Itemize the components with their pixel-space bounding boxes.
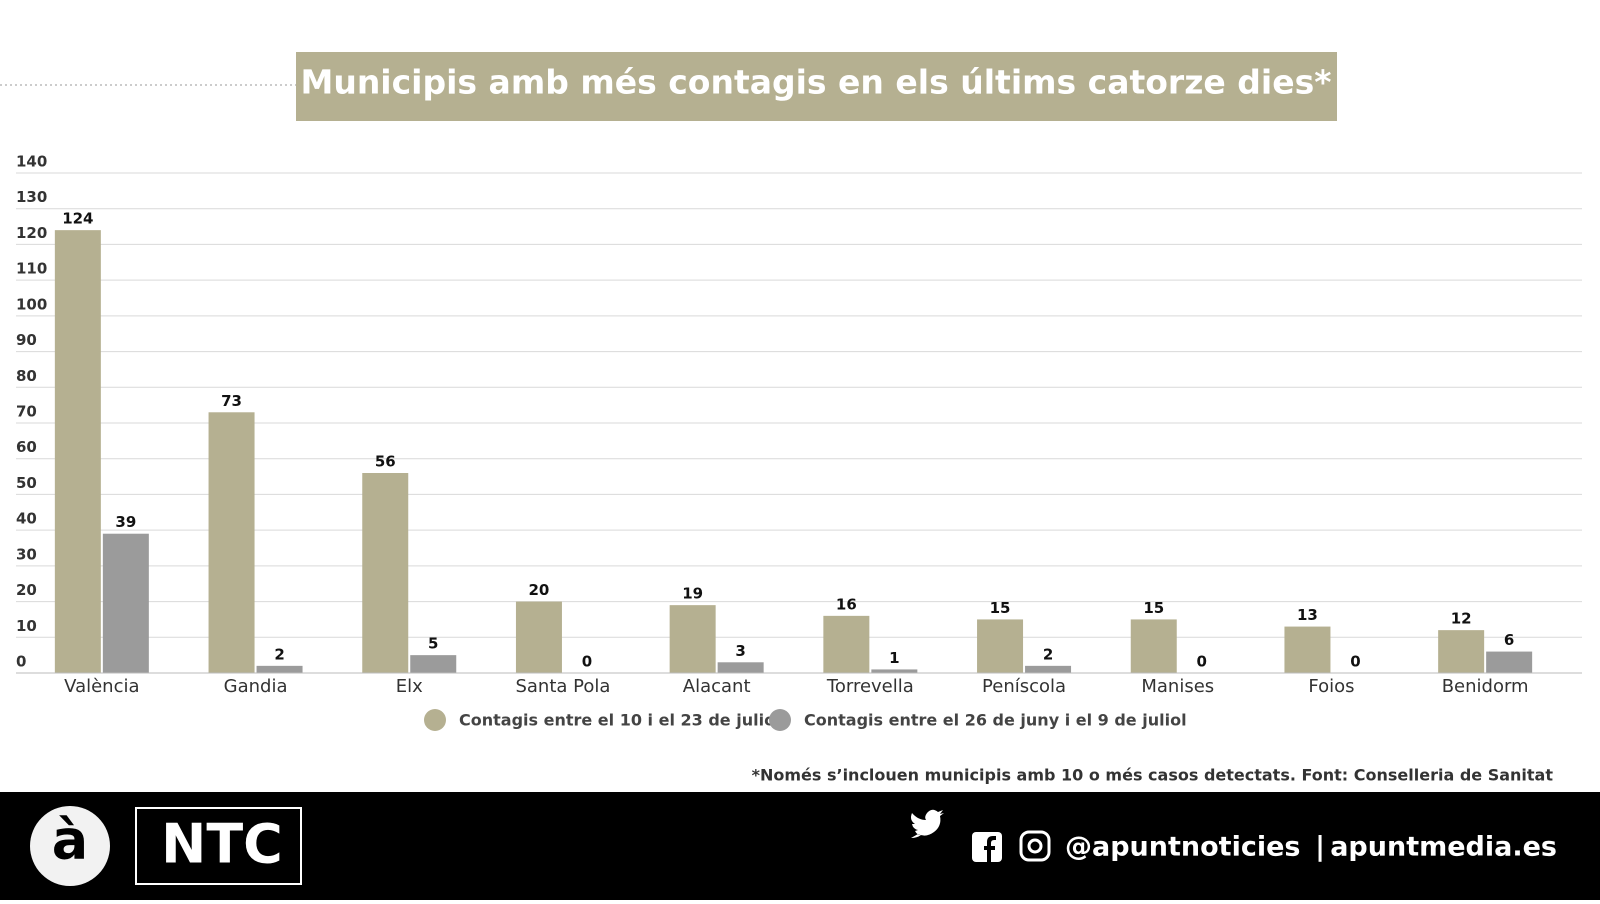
brand-text: NTC: [161, 813, 283, 876]
value-label: 20: [529, 581, 550, 599]
value-label: 2: [1043, 645, 1053, 663]
bar: [362, 473, 409, 673]
bar: [410, 655, 457, 673]
value-label: 5: [428, 635, 438, 653]
bar: [717, 662, 764, 673]
value-label: 0: [582, 653, 592, 671]
bar: [1284, 626, 1331, 673]
x-tick-label: València: [64, 676, 139, 697]
logo-text: à: [52, 809, 88, 872]
title-box: [296, 52, 1337, 121]
y-tick-label: 70: [16, 403, 37, 421]
y-tick-label: 10: [16, 617, 37, 635]
value-label: 16: [836, 595, 857, 613]
y-tick-label: 0: [16, 653, 26, 671]
y-tick-label: 40: [16, 510, 37, 528]
value-label: 0: [1350, 653, 1360, 671]
footnote: *Només s’inclouen municipis amb 10 o més…: [752, 766, 1554, 785]
x-tick-label: Santa Pola: [515, 676, 610, 697]
handle: @apuntnoticies: [1065, 832, 1300, 863]
bar: [1438, 630, 1485, 673]
twitter-icon: [911, 809, 944, 838]
legend-label: Contagis entre el 26 de juny i el 9 de j…: [804, 711, 1187, 730]
legend-swatch: [424, 709, 446, 731]
bar: [1486, 651, 1533, 673]
bar: [871, 669, 918, 673]
logo-circle: [30, 806, 110, 886]
value-label: 56: [375, 453, 396, 471]
y-tick-label: 140: [16, 153, 47, 171]
chart-title: Municipis amb més contagis en els últims…: [300, 63, 1331, 102]
website: apuntmedia.es: [1330, 832, 1557, 863]
value-label: 6: [1504, 631, 1514, 649]
x-tick-label: Alacant: [683, 676, 751, 697]
value-label: 73: [221, 392, 242, 410]
value-label: 19: [682, 585, 703, 603]
legend-label: Contagis entre el 10 i el 23 de juliol: [459, 711, 781, 730]
y-tick-label: 100: [16, 295, 47, 313]
bar: [256, 665, 303, 673]
instagram-icon: [1019, 830, 1051, 862]
bar: [515, 601, 562, 673]
bar: [823, 615, 870, 673]
bar: [669, 605, 716, 673]
y-tick-label: 130: [16, 188, 47, 206]
legend-swatch: [769, 709, 791, 731]
value-label: 12: [1451, 610, 1472, 628]
y-tick-label: 20: [16, 581, 37, 599]
value-label: 2: [274, 645, 284, 663]
x-tick-label: Manises: [1141, 676, 1214, 697]
value-label: 13: [1297, 606, 1318, 624]
y-tick-label: 120: [16, 224, 47, 242]
y-tick-label: 60: [16, 438, 37, 456]
separator: |: [1315, 832, 1325, 863]
x-tick-label: Benidorm: [1442, 676, 1529, 697]
instagram-lens: [1027, 838, 1043, 854]
bar: [1025, 665, 1072, 673]
y-tick-label: 110: [16, 260, 47, 278]
x-tick-label: Foios: [1308, 676, 1354, 697]
bar: [1130, 619, 1177, 673]
value-label: 124: [62, 210, 93, 228]
bar: [54, 230, 101, 673]
x-tick-label: Torrevella: [826, 676, 914, 697]
value-label: 15: [990, 599, 1011, 617]
brand-box: [135, 807, 302, 885]
y-tick-label: 80: [16, 367, 37, 385]
x-tick-label: Gandia: [224, 676, 288, 697]
x-tick-label: Peníscola: [982, 676, 1066, 697]
y-tick-label: 90: [16, 331, 37, 349]
value-label: 15: [1143, 599, 1164, 617]
bar: [977, 619, 1024, 673]
y-tick-label: 50: [16, 474, 37, 492]
footer-bar: [0, 792, 1600, 900]
y-tick-label: 30: [16, 545, 37, 563]
x-tick-label: Elx: [396, 676, 423, 697]
bar: [102, 533, 149, 673]
value-label: 1: [889, 649, 899, 667]
value-label: 0: [1197, 653, 1207, 671]
plot: 0102030405060708090100110120130140Valènc…: [16, 153, 1582, 731]
value-label: 3: [735, 642, 745, 660]
bar: [208, 412, 255, 673]
facebook-f: [984, 836, 996, 862]
value-label: 39: [115, 513, 136, 531]
